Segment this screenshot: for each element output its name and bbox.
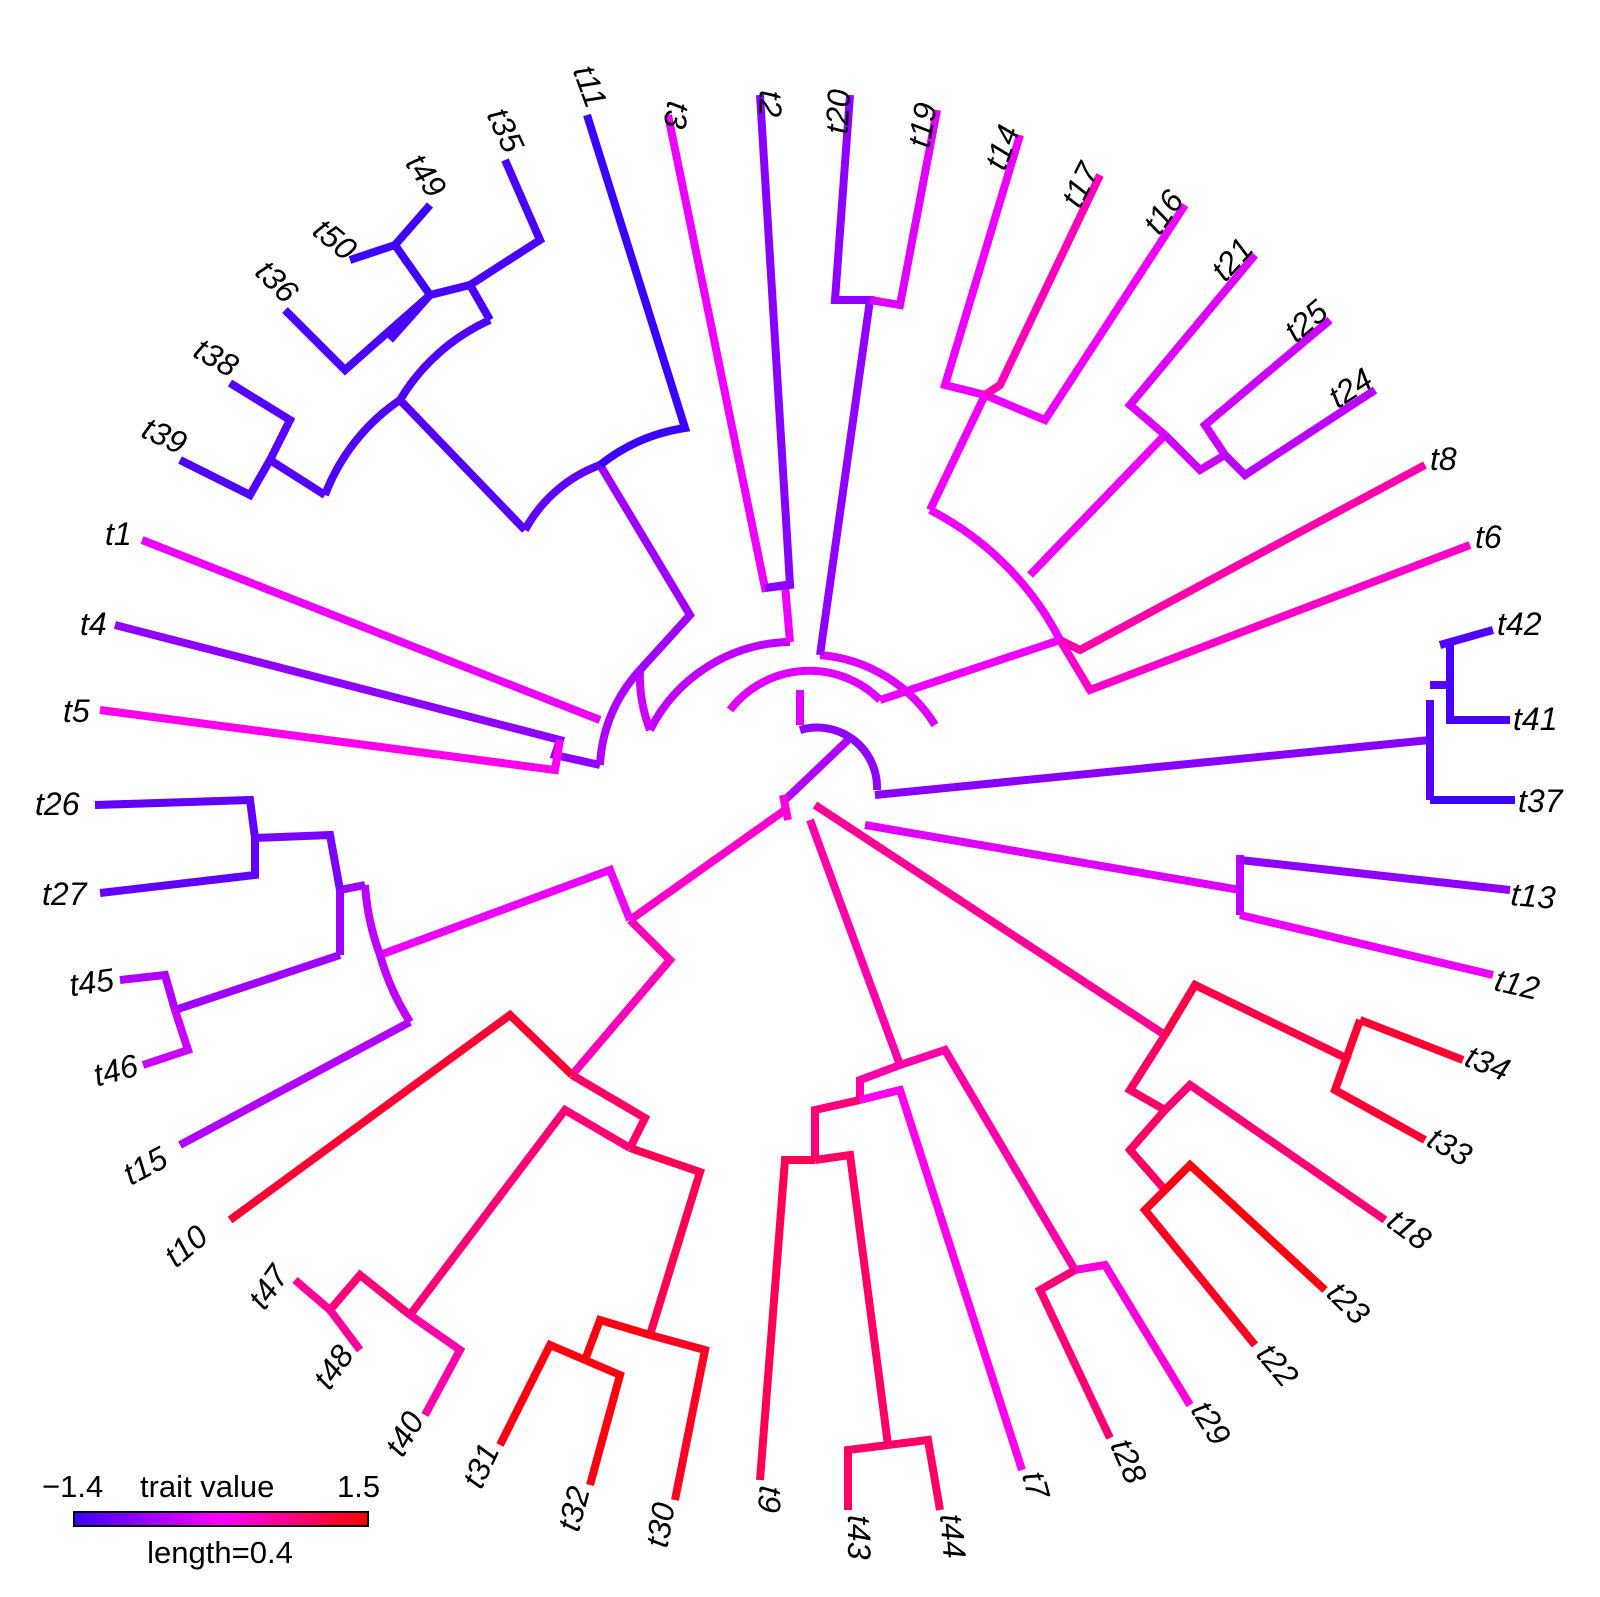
tip-label: t19 bbox=[901, 100, 944, 150]
tip-label: t1 bbox=[105, 516, 132, 552]
tip-label: t2 bbox=[752, 90, 789, 118]
tip-label: t3 bbox=[656, 99, 696, 132]
tip-label: t49 bbox=[399, 147, 454, 204]
color-legend: −1.4 trait value 1.5 length=0.4 bbox=[42, 1469, 380, 1570]
tip-label: t23 bbox=[1320, 1274, 1377, 1331]
legend-scale-label: length=0.4 bbox=[147, 1535, 293, 1570]
tip-label: t15 bbox=[117, 1139, 173, 1192]
tip-label: t39 bbox=[137, 410, 193, 462]
tip-label: t11 bbox=[566, 61, 614, 113]
tip-label: t13 bbox=[1509, 876, 1557, 916]
tip-label: t33 bbox=[1422, 1120, 1479, 1174]
tip-label: t26 bbox=[35, 786, 80, 822]
tip-label: t10 bbox=[157, 1218, 214, 1274]
tip-label: t6 bbox=[1475, 519, 1502, 555]
tip-label: t25 bbox=[1277, 293, 1334, 349]
tip-label: t28 bbox=[1104, 1434, 1155, 1489]
tip-label: t20 bbox=[819, 88, 857, 135]
tip-label: t16 bbox=[1136, 183, 1191, 240]
tip-label: t48 bbox=[306, 1338, 361, 1395]
tip-label: t9 bbox=[751, 1484, 789, 1514]
tip-label: t27 bbox=[42, 876, 88, 912]
tip-label: t42 bbox=[1497, 606, 1542, 642]
tip-label: t17 bbox=[1054, 156, 1107, 213]
tip-label: t46 bbox=[90, 1047, 142, 1093]
tip-label: t35 bbox=[480, 102, 532, 158]
tip-label: t37 bbox=[1518, 783, 1564, 819]
tip-labels: t1 t2 t3 t4 t5 t6 t7 t8 t9 t10 t11 t12 t… bbox=[35, 61, 1564, 1560]
tip-label: t31 bbox=[455, 1438, 506, 1494]
legend-max-label: 1.5 bbox=[337, 1469, 380, 1504]
tip-label: t34 bbox=[1460, 1038, 1515, 1088]
tip-label: t32 bbox=[550, 1482, 596, 1534]
tip-label: t5 bbox=[63, 693, 90, 729]
tip-label: t41 bbox=[1513, 701, 1557, 737]
tip-label: t45 bbox=[67, 961, 116, 1003]
tip-label: t43 bbox=[841, 1515, 877, 1560]
tip-label: t44 bbox=[933, 1512, 973, 1559]
tip-label: t14 bbox=[978, 120, 1027, 174]
tip-label: t22 bbox=[1250, 1336, 1306, 1393]
tip-label: t21 bbox=[1204, 231, 1261, 288]
tip-label: t38 bbox=[188, 331, 245, 385]
tip-label: t7 bbox=[1015, 1467, 1057, 1503]
legend-min-label: −1.4 bbox=[42, 1469, 103, 1504]
tip-label: t47 bbox=[241, 1257, 297, 1315]
legend-gradient-bar bbox=[73, 1511, 369, 1527]
tip-label: t18 bbox=[1381, 1202, 1438, 1258]
legend-title: trait value bbox=[140, 1469, 274, 1504]
tip-label: t30 bbox=[639, 1500, 682, 1550]
tip-label: t8 bbox=[1430, 441, 1457, 477]
tip-label: t36 bbox=[249, 253, 306, 310]
tip-label: t24 bbox=[1322, 361, 1379, 415]
tip-label: t4 bbox=[80, 606, 107, 642]
tree-branches bbox=[94, 94, 1515, 1511]
tip-label: t12 bbox=[1491, 962, 1543, 1007]
